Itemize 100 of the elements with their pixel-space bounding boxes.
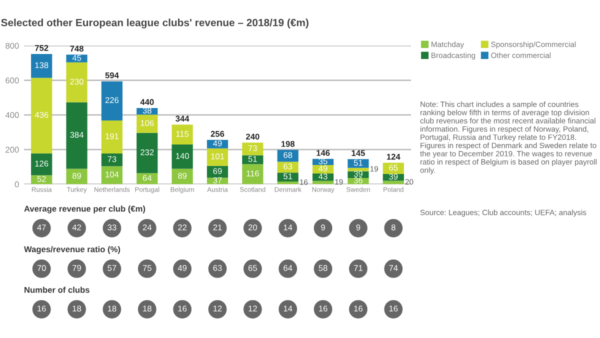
data-label: 39 xyxy=(389,174,398,180)
data-label: 12 xyxy=(248,306,257,312)
total-label: 145 xyxy=(352,150,365,156)
bar xyxy=(31,78,52,154)
bar xyxy=(101,166,123,184)
data-label: 106 xyxy=(140,120,154,126)
bar xyxy=(382,180,404,184)
bar xyxy=(348,168,369,172)
data-label: 64 xyxy=(284,265,292,271)
data-label: 36 xyxy=(354,177,362,184)
text: Wages/revenue ratio (%) xyxy=(24,246,120,254)
y-tick-label: 600 xyxy=(6,77,19,84)
data-label: 52 xyxy=(37,176,46,182)
bar xyxy=(136,132,158,174)
data-label: 71 xyxy=(354,265,362,271)
total-label: 256 xyxy=(210,130,224,137)
data-label: 16 xyxy=(319,306,328,312)
total-label: 344 xyxy=(176,116,190,122)
bar xyxy=(172,144,193,169)
data-label: 58 xyxy=(318,265,328,271)
data-label: 39 xyxy=(354,170,362,177)
data-label: 116 xyxy=(246,170,259,176)
data-label: 9 xyxy=(321,224,325,230)
data-label: 51 xyxy=(284,173,292,180)
data-label: 43 xyxy=(318,174,328,180)
data-label: 22 xyxy=(178,224,187,230)
data-label: 37 xyxy=(213,177,222,184)
bar xyxy=(242,164,264,184)
bar xyxy=(312,180,334,184)
data-label: 49 xyxy=(178,265,187,271)
data-label: 63 xyxy=(213,265,222,271)
data-label: 8 xyxy=(391,224,396,230)
bar xyxy=(101,81,123,120)
bar xyxy=(348,159,369,168)
data-label: 20 xyxy=(248,224,257,230)
bar xyxy=(277,172,298,182)
bar xyxy=(242,142,264,156)
bar xyxy=(172,124,193,145)
data-label: 57 xyxy=(108,265,116,271)
bar xyxy=(136,173,158,184)
data-label: 14 xyxy=(284,224,292,230)
data-label: 35 xyxy=(318,158,328,164)
data-label: 16 xyxy=(178,306,187,312)
bar xyxy=(382,162,404,174)
data-label: 140 xyxy=(176,153,189,159)
data-label: 115 xyxy=(176,131,189,137)
bar xyxy=(66,54,88,62)
data-label: 436 xyxy=(34,112,48,118)
data-label: 226 xyxy=(105,97,119,104)
data-label: 63 xyxy=(284,163,292,170)
data-label: 49 xyxy=(213,140,222,146)
total-label: 198 xyxy=(281,140,295,147)
bar xyxy=(66,62,88,102)
data-label: 49 xyxy=(318,166,328,172)
data-label: 51 xyxy=(248,156,257,162)
data-label: 384 xyxy=(70,132,84,138)
text: Number of clubs xyxy=(24,286,90,293)
data-label: 18 xyxy=(143,306,152,312)
y-tick-label: 200 xyxy=(6,146,19,153)
data-label: 73 xyxy=(108,156,116,162)
bar xyxy=(206,140,228,148)
bar xyxy=(101,154,123,166)
data-label: 191 xyxy=(106,133,118,140)
total-label: 752 xyxy=(35,45,48,51)
data-label: 232 xyxy=(140,149,154,156)
data-label: 33 xyxy=(108,224,116,230)
total-label: 440 xyxy=(140,99,154,105)
data-label: 68 xyxy=(284,152,292,158)
bar xyxy=(101,120,123,154)
total-label: 748 xyxy=(70,46,84,52)
y-tick-label: 0 xyxy=(14,181,19,188)
data-label: 9 xyxy=(356,224,360,230)
bar xyxy=(277,181,298,184)
y-tick-label: 400 xyxy=(5,112,19,118)
bar xyxy=(312,164,334,174)
data-label: 65 xyxy=(248,265,257,271)
bar xyxy=(136,114,158,133)
total-label: 240 xyxy=(246,134,260,140)
bar xyxy=(66,102,88,169)
data-label: 14 xyxy=(284,306,292,312)
chart-title: Selected other European league clubs' revenue – 2018/19 (€m) xyxy=(1,18,308,28)
bar xyxy=(31,153,52,176)
data-label: 16 xyxy=(354,306,362,312)
data-label: 79 xyxy=(72,265,82,271)
bar xyxy=(31,54,52,78)
data-label: 73 xyxy=(248,145,257,152)
data-label: 101 xyxy=(211,153,224,160)
data-label: 104 xyxy=(106,172,119,178)
data-label: 89 xyxy=(178,172,187,179)
bar xyxy=(206,166,228,178)
data-label: 138 xyxy=(35,62,48,68)
data-label: 16 xyxy=(38,306,46,312)
bar xyxy=(172,168,193,184)
data-label: 126 xyxy=(35,160,48,167)
total-label: 594 xyxy=(105,72,119,78)
data-label: 21 xyxy=(213,224,222,230)
data-label: 70 xyxy=(37,265,46,271)
bar xyxy=(66,168,88,184)
data-label: 64 xyxy=(142,175,152,181)
data-label: 75 xyxy=(142,265,152,271)
